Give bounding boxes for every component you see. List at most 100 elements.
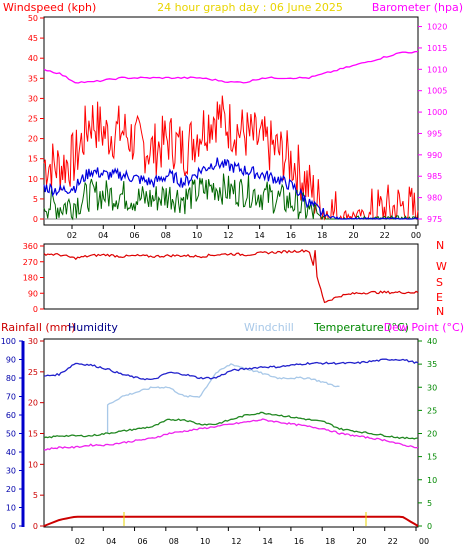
rain-tick-label: 0 [33, 522, 38, 531]
humidity-tick-label: 0 [11, 522, 16, 531]
temperature-series [43, 411, 419, 440]
wind-gust-series [43, 95, 419, 221]
temperature-x-tick-label: 16 [294, 537, 304, 546]
compass-label: W [436, 260, 447, 273]
wind-left-tick-label: 50 [28, 14, 38, 23]
compass-label: N [436, 305, 444, 318]
direction-panel-frame [43, 243, 419, 310]
wind-x-tick-label: 20 [348, 231, 358, 240]
wind-x-tick-label: 10 [192, 231, 202, 240]
rain-tick-label: 10 [28, 460, 38, 469]
compass-label: S [436, 276, 443, 289]
graph-title: 24 hour graph day : 06 June 2025 [157, 1, 343, 14]
humidity-tick-label: 90 [6, 356, 16, 365]
temperature-tick-label: 40 [427, 337, 437, 346]
temperature-x-tick-label: 18 [325, 537, 335, 546]
wind-x-tick-label: 02 [67, 231, 77, 240]
temperature-x-tick-label: 12 [231, 537, 241, 546]
humidity-tick-label: 50 [6, 430, 16, 439]
humidity-tick-label: 100 [1, 337, 16, 346]
wind-left-tick-label: 15 [28, 155, 38, 164]
windchill-series [106, 363, 340, 434]
humidity-series [43, 358, 419, 381]
direction-tick-label: 360 [23, 242, 38, 251]
wind-x-tick-label: 04 [98, 231, 108, 240]
temperature-tick-label: 0 [427, 522, 432, 531]
wind-x-tick-label: 22 [380, 231, 390, 240]
rain-tick-label: 30 [28, 337, 38, 346]
barometer-tick-label: 1020 [427, 23, 447, 32]
compass-label: E [436, 291, 443, 304]
barometer-tick-label: 1010 [427, 65, 447, 74]
barometer-tick-label: 980 [427, 194, 442, 203]
humidity-tick-label: 30 [6, 467, 16, 476]
humidity-tick-label: 10 [6, 504, 16, 513]
wind-x-tick-label: 14 [255, 231, 265, 240]
direction-tick-label: 0 [33, 305, 38, 314]
temperature-tick-label: 15 [427, 453, 437, 462]
wind-x-tick-label: 00 [411, 231, 421, 240]
wind-panel-frame [43, 16, 419, 226]
direction-tick-label: 90 [28, 289, 38, 298]
temperature-x-tick-label: 14 [263, 537, 273, 546]
barometer-tick-label: 975 [427, 215, 442, 224]
temperature-tick-label: 20 [427, 430, 437, 439]
temperature-x-tick-label: 22 [388, 537, 398, 546]
barometer-series [43, 50, 419, 84]
humidity-tick-label: 20 [6, 485, 16, 494]
temperature-x-tick-label: 00 [419, 537, 429, 546]
temperature-tick-label: 5 [427, 499, 432, 508]
barometer-axis-title: Barometer (hpa) [372, 1, 463, 14]
dewpoint-axis-title: Dew Point (°C) [384, 321, 464, 334]
wind-x-tick-label: 08 [161, 231, 171, 240]
temperature-x-tick-label: 06 [137, 537, 147, 546]
wind-left-tick-label: 0 [33, 215, 38, 224]
barometer-tick-label: 1005 [427, 87, 447, 96]
humidity-axis-title: Humidity [68, 321, 118, 334]
windchill-label: Windchill [244, 321, 294, 334]
rainfall-axis-title: Rainfall (mm) [1, 321, 75, 334]
wind-left-tick-label: 40 [28, 54, 38, 63]
wind-left-tick-label: 30 [28, 94, 38, 103]
wind-average-series [43, 157, 419, 220]
wind-left-tick-label: 45 [28, 34, 38, 43]
direction-tick-label: 180 [23, 274, 38, 283]
temperature-tick-label: 10 [427, 476, 437, 485]
barometer-tick-label: 990 [427, 151, 442, 160]
rainfall-series [43, 515, 419, 527]
rain-tick-label: 15 [28, 430, 38, 439]
barometer-tick-label: 995 [427, 129, 442, 138]
temperature-tick-label: 25 [427, 406, 437, 415]
wind-left-tick-label: 20 [28, 135, 38, 144]
wind-left-tick-label: 5 [33, 195, 38, 204]
temperature-tick-label: 30 [427, 383, 437, 392]
rain-tick-label: 25 [28, 368, 38, 377]
wind-left-tick-label: 10 [28, 175, 38, 184]
rain-tick-label: 20 [28, 399, 38, 408]
wind-direction-series [43, 248, 419, 304]
temperature-axis-title: Temperature (°C) [313, 321, 409, 334]
dewpoint-series [43, 418, 419, 451]
direction-tick-label: 270 [23, 258, 38, 267]
temperature-x-tick-label: 08 [169, 537, 179, 546]
temperature-tick-label: 35 [427, 360, 437, 369]
compass-label: N [436, 239, 444, 252]
temperature-x-tick-label: 04 [106, 537, 116, 546]
wind-x-tick-label: 16 [286, 231, 296, 240]
wind-x-tick-label: 06 [129, 231, 139, 240]
humidity-tick-label: 70 [6, 393, 16, 402]
humidity-tick-label: 60 [6, 411, 16, 420]
wind-left-tick-label: 35 [28, 74, 38, 83]
wind-x-tick-label: 18 [317, 231, 327, 240]
humidity-tick-label: 40 [6, 448, 16, 457]
wind-left-tick-label: 25 [28, 115, 38, 124]
temperature-x-tick-label: 20 [356, 537, 366, 546]
windspeed-axis-title: Windspeed (kph) [3, 1, 96, 14]
temperature-x-tick-label: 02 [75, 537, 85, 546]
barometer-tick-label: 1000 [427, 108, 447, 117]
barometer-tick-label: 985 [427, 172, 442, 181]
wind-x-tick-label: 12 [223, 231, 233, 240]
barometer-tick-label: 1015 [427, 44, 447, 53]
temperature-x-tick-label: 10 [200, 537, 210, 546]
